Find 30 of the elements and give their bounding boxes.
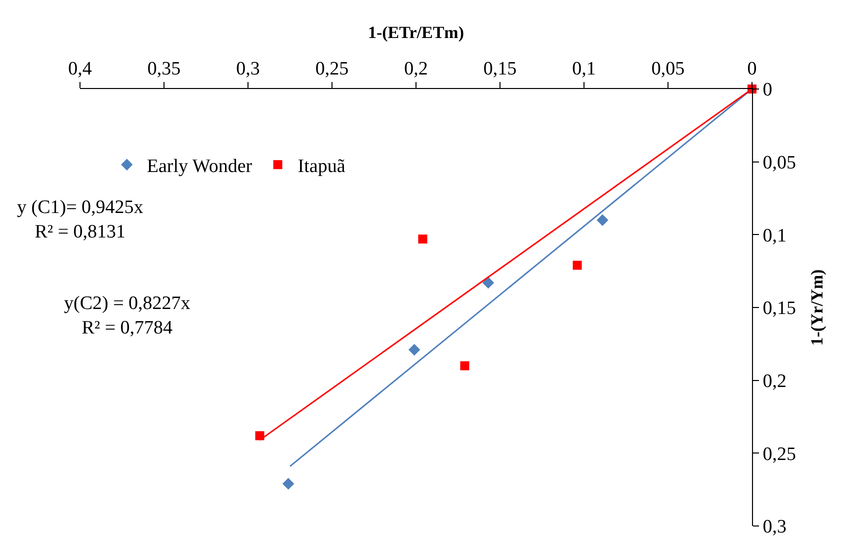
point: [418, 234, 428, 244]
x-tick-label: 0,35: [147, 58, 181, 80]
point: [408, 344, 420, 356]
y-tick-label: 0: [762, 80, 772, 101]
y-tick-label: 0,05: [762, 152, 796, 174]
point: [282, 478, 294, 490]
y-tick-label: 0,15: [762, 298, 796, 320]
annotation: y (C1)= 0,9425x R² = 0,8131: [17, 197, 144, 243]
point: [572, 260, 582, 270]
x-tick-label: 0,25: [315, 58, 349, 80]
y-tick-label: 0,25: [762, 444, 796, 465]
legend-label: Early Wonder: [146, 156, 253, 178]
y-tick-label: 0,2: [762, 370, 787, 392]
point: [255, 431, 264, 440]
legend-label: Itapuã: [298, 156, 346, 178]
y-axis-title: 1-(Yr/Ym): [807, 269, 826, 346]
y-tick-label: 0,1: [762, 225, 787, 246]
x-tick-label: 0,1: [572, 58, 596, 80]
x-axis-title: 1-(ETr/ETm): [368, 22, 464, 42]
point: [460, 361, 470, 370]
x-tick-label: 0,4: [68, 58, 92, 80]
x-tick-label: 0: [747, 58, 757, 80]
x-tick-label: 0,3: [236, 58, 260, 80]
point: [596, 214, 608, 226]
y-tick-label: 0,3: [762, 516, 787, 538]
x-tick-label: 0,2: [404, 58, 428, 80]
point: [482, 276, 494, 289]
annotation: y(C2) = 0,8227x R² = 0,7784: [64, 293, 191, 339]
x-tick-label: 0,15: [483, 58, 517, 80]
x-tick-label: 0,05: [651, 58, 685, 80]
